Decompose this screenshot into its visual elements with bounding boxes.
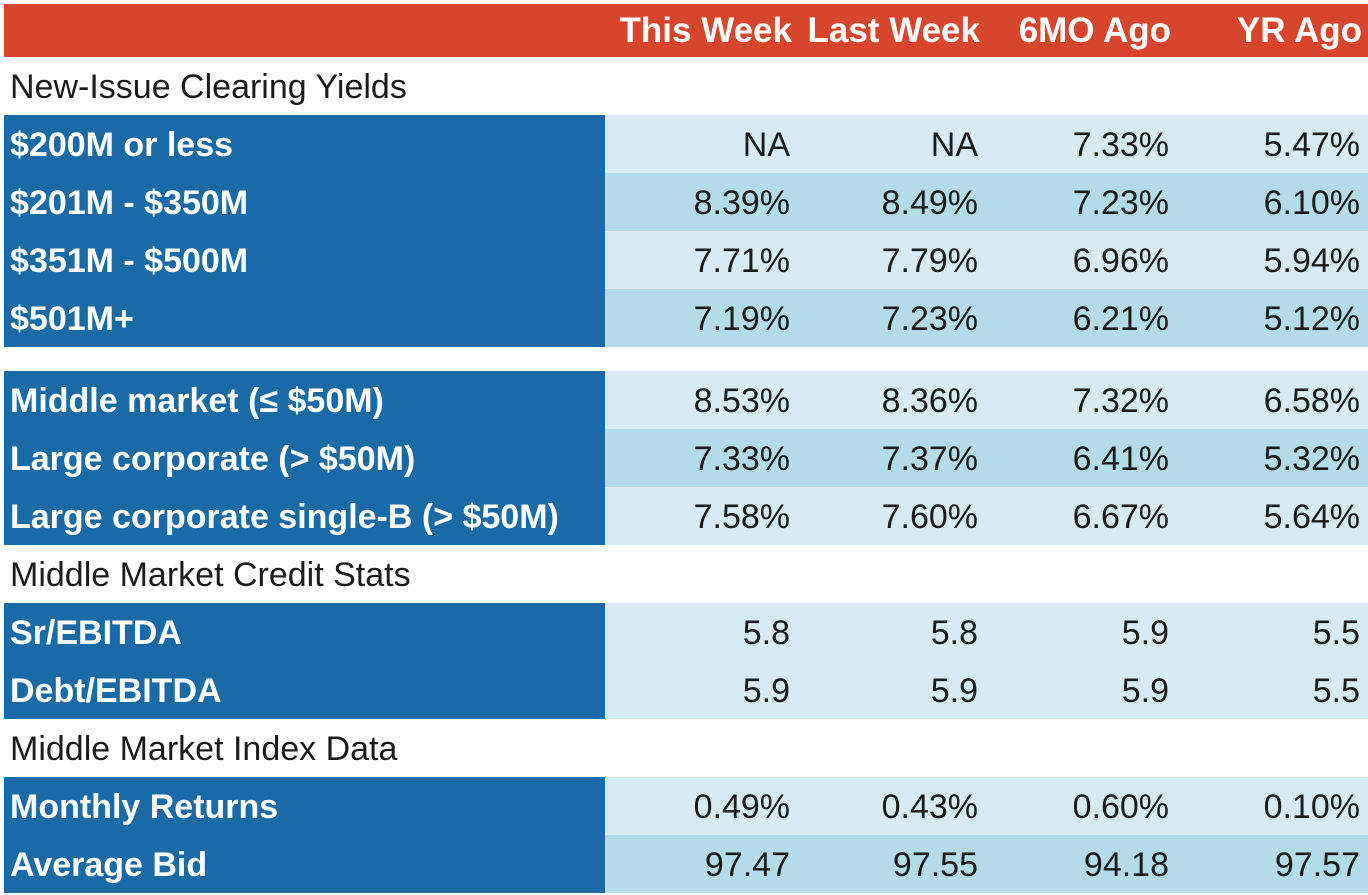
table-cell: 5.9: [1121, 672, 1169, 710]
table-cell: 7.33%: [1072, 126, 1169, 164]
column-header-this-week: This Week: [619, 11, 792, 50]
table-cell: 6.41%: [1072, 440, 1169, 478]
row-label: Large corporate single-B (> $50M): [4, 487, 605, 545]
table-row: Average Bid 97.47 97.55 94.18 97.57: [4, 835, 1368, 893]
table-cell: 7.79%: [881, 242, 978, 280]
row-label: $200M or less: [4, 115, 605, 173]
column-header-last-week: Last Week: [807, 11, 981, 50]
table-cell: 0.10%: [1263, 788, 1360, 826]
table-cell: 7.33%: [693, 440, 790, 478]
table-cell: NA: [930, 126, 978, 164]
table-cell: 94.18: [1083, 846, 1169, 884]
table-header: This Week Last Week 6MO Ago YR Ago: [4, 4, 1368, 57]
table-cell: 0.49%: [693, 788, 790, 826]
row-label: $201M - $350M: [4, 173, 605, 231]
section-title: New-Issue Clearing Yields: [4, 57, 1368, 115]
section-title: Middle Market Index Data: [4, 719, 1368, 777]
row-label: Average Bid: [4, 835, 605, 893]
table-cell: 8.39%: [693, 184, 790, 222]
table-cell: 7.32%: [1072, 382, 1169, 420]
row-label: Debt/EBITDA: [4, 661, 605, 719]
table-cell: 7.37%: [881, 440, 978, 478]
table-cell: 5.9: [930, 672, 978, 710]
table-cell: 0.60%: [1072, 788, 1169, 826]
table-cell: 6.67%: [1072, 498, 1169, 536]
table-cell: 7.23%: [1072, 184, 1169, 222]
row-label: Monthly Returns: [4, 777, 605, 835]
table-row: $200M or less NA NA 7.33% 5.47%: [4, 115, 1368, 173]
row-label: $501M+: [4, 289, 605, 347]
table-cell: 7.58%: [693, 498, 790, 536]
table-cell: 5.5: [1312, 672, 1360, 710]
table-cell: 5.64%: [1263, 498, 1360, 536]
table-row: Debt/EBITDA 5.9 5.9 5.9 5.5: [4, 661, 1368, 719]
table-cell: 6.21%: [1072, 300, 1169, 338]
table-row: $201M - $350M 8.39% 8.49% 7.23% 6.10%: [4, 173, 1368, 231]
table-cell: 5.47%: [1263, 126, 1360, 164]
column-header-6mo-ago: 6MO Ago: [1018, 11, 1171, 50]
table-cell: 97.47: [704, 846, 790, 884]
table-cell: 6.96%: [1072, 242, 1169, 280]
table-cell: 97.55: [892, 846, 978, 884]
table-cell: 7.60%: [881, 498, 978, 536]
table-cell: 5.8: [930, 614, 978, 652]
table-cell: 5.5: [1312, 614, 1360, 652]
table-cell: 6.10%: [1263, 184, 1360, 222]
table-cell: 7.23%: [881, 300, 978, 338]
table-row: $501M+ 7.19% 7.23% 6.21% 5.12%: [4, 289, 1368, 347]
table-cell: 8.49%: [881, 184, 978, 222]
table-cell: 97.57: [1274, 846, 1360, 884]
table-cell: NA: [742, 126, 790, 164]
table-row: Large corporate single-B (> $50M) 7.58% …: [4, 487, 1368, 545]
table-row: Monthly Returns 0.49% 0.43% 0.60% 0.10%: [4, 777, 1368, 835]
table-cell: 5.9: [742, 672, 790, 710]
column-header-yr-ago: YR Ago: [1236, 11, 1362, 50]
row-label: $351M - $500M: [4, 231, 605, 289]
table-cell: 7.19%: [693, 300, 790, 338]
table-cell: 8.53%: [693, 382, 790, 420]
table-cell: 5.9: [1121, 614, 1169, 652]
row-label: Large corporate (> $50M): [4, 429, 605, 487]
table-cell: 7.71%: [693, 242, 790, 280]
row-label: Sr/EBITDA: [4, 603, 605, 661]
table-row: $351M - $500M 7.71% 7.79% 6.96% 5.94%: [4, 231, 1368, 289]
section-divider: [4, 347, 1368, 371]
table-cell: 5.8: [742, 614, 790, 652]
table-cell: 6.58%: [1263, 382, 1360, 420]
table-row: Middle market (≤ $50M) 8.53% 8.36% 7.32%…: [4, 371, 1368, 429]
row-label: Middle market (≤ $50M): [4, 371, 605, 429]
table-row: Sr/EBITDA 5.8 5.8 5.9 5.5: [4, 603, 1368, 661]
table-cell: 8.36%: [881, 382, 978, 420]
section-title: Middle Market Credit Stats: [4, 545, 1368, 603]
table-cell: 5.12%: [1263, 300, 1360, 338]
table-cell: 5.32%: [1263, 440, 1360, 478]
table-cell: 5.94%: [1263, 242, 1360, 280]
table-row: Large corporate (> $50M) 7.33% 7.37% 6.4…: [4, 429, 1368, 487]
table-cell: 0.43%: [881, 788, 978, 826]
